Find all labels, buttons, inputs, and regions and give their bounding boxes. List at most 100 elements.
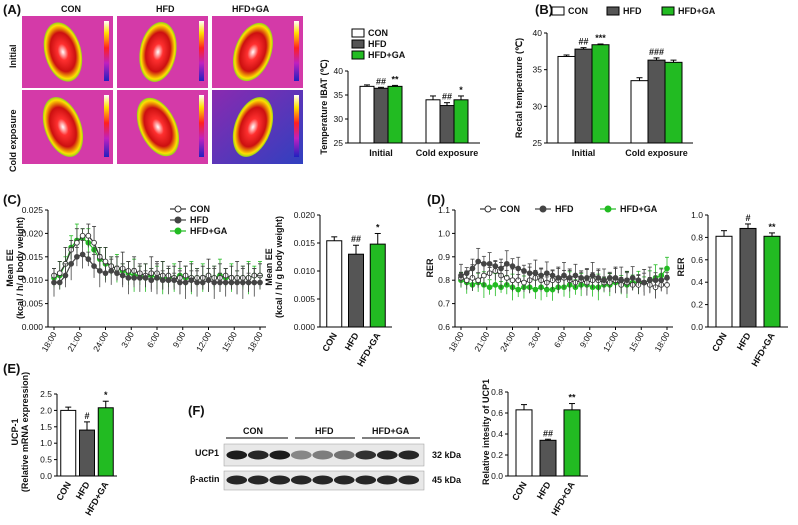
data-point xyxy=(612,275,619,281)
y-tick-label: 0.2 xyxy=(691,300,703,310)
data-point xyxy=(515,265,522,272)
temperature-scale-bar xyxy=(294,21,299,81)
data-point xyxy=(234,279,240,286)
data-point xyxy=(96,267,103,274)
y-tick-label: 35 xyxy=(533,65,543,75)
blot-bands xyxy=(226,450,420,485)
temperature-scale-bar xyxy=(199,95,204,157)
y-axis-label: (kcal / h/ g body weight) xyxy=(15,217,25,319)
x-category-label: HFD xyxy=(535,480,553,501)
data-point xyxy=(589,272,596,279)
rat-thermal-shape xyxy=(136,97,180,157)
y-tick-label: 0.000 xyxy=(22,322,44,332)
data-point xyxy=(194,279,200,286)
data-point xyxy=(211,279,218,286)
data-point xyxy=(515,286,522,293)
y-tick-label: 0.0 xyxy=(491,471,503,481)
legend-swatch xyxy=(351,50,365,60)
y-tick-label: 0.8 xyxy=(491,387,503,397)
ucp1-band xyxy=(290,450,312,460)
bar xyxy=(387,85,403,144)
panel-label: (C) xyxy=(3,192,21,207)
actin-band xyxy=(376,475,398,485)
data-point xyxy=(652,277,659,284)
row-label-cold: Cold exposure xyxy=(8,109,18,172)
legend-label: CON xyxy=(190,204,210,214)
legend-label: HFD+GA xyxy=(190,226,228,236)
data-point xyxy=(532,270,539,277)
actin-band xyxy=(398,475,420,485)
y-axis-label: Temperature IBAT (℃) xyxy=(319,59,329,154)
panel-a-label: (A) xyxy=(3,2,21,17)
legend-marker xyxy=(604,205,612,213)
data-point xyxy=(136,275,143,281)
legend-swatch xyxy=(351,28,365,38)
data-point xyxy=(486,260,493,267)
data-point xyxy=(458,272,464,279)
x-category-label: HFD xyxy=(74,480,92,501)
y-tick-label: 0.7 xyxy=(438,299,450,309)
data-point xyxy=(222,279,229,286)
rat-thermal-shape xyxy=(43,22,83,82)
data-point xyxy=(131,275,137,281)
data-point xyxy=(56,270,63,277)
temperature-scale-bar xyxy=(104,95,109,157)
significance-mark: ** xyxy=(768,222,776,232)
data-point xyxy=(51,279,57,286)
legend-marker xyxy=(539,205,547,213)
chart-d-rer-timecourse: (D) 0.6 0.7 0.8 0.9 1.0 1.1 18:00 21:00 24:00 3:00… xyxy=(425,192,673,353)
data-point xyxy=(114,270,120,277)
actin-band xyxy=(312,475,334,485)
y-tick-label: 1.0 xyxy=(438,228,450,238)
bar xyxy=(715,235,733,328)
data-point xyxy=(509,263,516,270)
bar xyxy=(515,409,533,477)
data-point xyxy=(177,279,183,286)
y-tick-label: 0.005 xyxy=(294,294,316,304)
y-tick-label: 0.010 xyxy=(22,275,44,285)
x-tick-label: 15:00 xyxy=(627,330,646,354)
x-tick-label: 9:00 xyxy=(171,330,188,350)
y-tick-label: 40 xyxy=(533,28,543,38)
data-point xyxy=(217,279,223,286)
y-axis-label: (kcal / h/ g body weight) xyxy=(274,216,284,318)
x-tick-label: 18:00 xyxy=(39,330,58,354)
data-point xyxy=(492,263,499,270)
x-group-label: Initial xyxy=(572,148,596,158)
x-category-label: CON xyxy=(710,331,729,353)
data-point xyxy=(498,265,504,272)
bar xyxy=(739,227,757,328)
bar xyxy=(591,44,610,144)
data-point xyxy=(171,277,178,284)
y-tick-label: 0.0 xyxy=(40,471,52,481)
significance-mark: *** xyxy=(595,33,606,43)
data-point xyxy=(521,267,527,274)
chart-d-rer-bar: 0.0 0.2 0.4 0.6 0.8 1.0 RER CON # HFD ** HFD+GA xyxy=(676,210,788,368)
x-tick-label: 6:00 xyxy=(145,330,162,350)
temperature-scale-bar xyxy=(104,21,109,81)
legend-swatch xyxy=(606,6,620,16)
y-tick-label: 0.005 xyxy=(22,299,44,309)
actin-band xyxy=(247,475,269,485)
data-point xyxy=(566,275,573,281)
y-tick-label: 0.025 xyxy=(22,205,44,215)
legend-swatch xyxy=(551,6,565,16)
row-label-initial: Initial xyxy=(8,44,18,68)
data-point xyxy=(475,258,482,265)
data-point xyxy=(572,272,579,279)
bar xyxy=(557,55,576,144)
data-point xyxy=(188,277,195,284)
y-axis-label: UCP-1 xyxy=(10,418,20,445)
y-tick-label: 40 xyxy=(334,66,344,76)
y-axis-label: Relative intesity of UCP1 xyxy=(481,379,491,485)
x-tick-label: 18:00 xyxy=(245,330,264,354)
ucp1-band xyxy=(398,450,420,460)
x-tick-label: 24:00 xyxy=(91,330,110,354)
legend-swatch xyxy=(351,39,365,49)
data-point xyxy=(658,277,665,284)
data-point xyxy=(624,277,630,284)
x-tick-label: 18:00 xyxy=(652,330,671,354)
significance-mark: # xyxy=(745,213,750,223)
y-tick-label: 1.0 xyxy=(40,438,52,448)
data-point xyxy=(538,272,544,279)
